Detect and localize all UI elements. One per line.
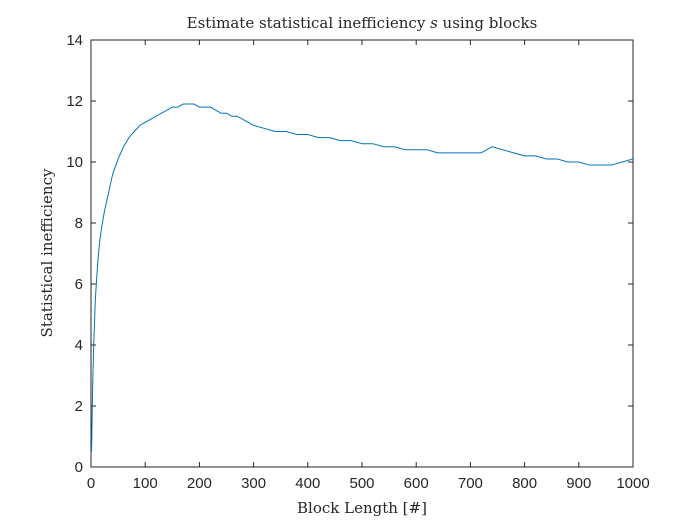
y-axis-label: Statistical inefficiency bbox=[38, 168, 56, 337]
y-tick-label: 10 bbox=[66, 154, 83, 171]
chart-title-suffix: using blocks bbox=[438, 14, 538, 32]
series-line-0 bbox=[91, 103, 634, 452]
x-axis-ticks: 0 100 200 300 400 500 600 700 800 900 1000 bbox=[87, 40, 650, 492]
x-tick-label: 400 bbox=[295, 475, 320, 492]
y-tick-label: 6 bbox=[75, 276, 83, 293]
y-axis-ticks: 0 2 4 6 8 10 12 14 bbox=[66, 32, 633, 476]
x-tick-label: 600 bbox=[404, 475, 429, 492]
x-tick-label: 100 bbox=[133, 475, 158, 492]
x-tick-label: 900 bbox=[566, 475, 591, 492]
x-axis-label: Block Length [#] bbox=[297, 499, 427, 517]
y-tick-label: 12 bbox=[66, 93, 83, 110]
chart-title: Estimate statistical inefficiency s usin… bbox=[187, 14, 538, 32]
y-tick-label: 2 bbox=[75, 398, 83, 415]
y-tick-label: 14 bbox=[66, 32, 83, 49]
chart-title-prefix: Estimate statistical inefficiency bbox=[187, 14, 430, 32]
y-tick-label: 0 bbox=[75, 459, 83, 476]
x-tick-label: 200 bbox=[187, 475, 212, 492]
x-tick-label: 800 bbox=[512, 475, 537, 492]
x-tick-label: 300 bbox=[241, 475, 266, 492]
y-tick-label: 4 bbox=[75, 337, 83, 354]
y-tick-label: 8 bbox=[75, 215, 83, 232]
x-tick-label: 0 bbox=[87, 475, 95, 492]
x-tick-label: 700 bbox=[458, 475, 483, 492]
data-series bbox=[91, 103, 634, 452]
x-tick-label: 500 bbox=[349, 475, 374, 492]
x-tick-label: 1000 bbox=[616, 475, 649, 492]
plot-area bbox=[90, 39, 634, 468]
chart-title-symbol: s bbox=[430, 14, 438, 32]
